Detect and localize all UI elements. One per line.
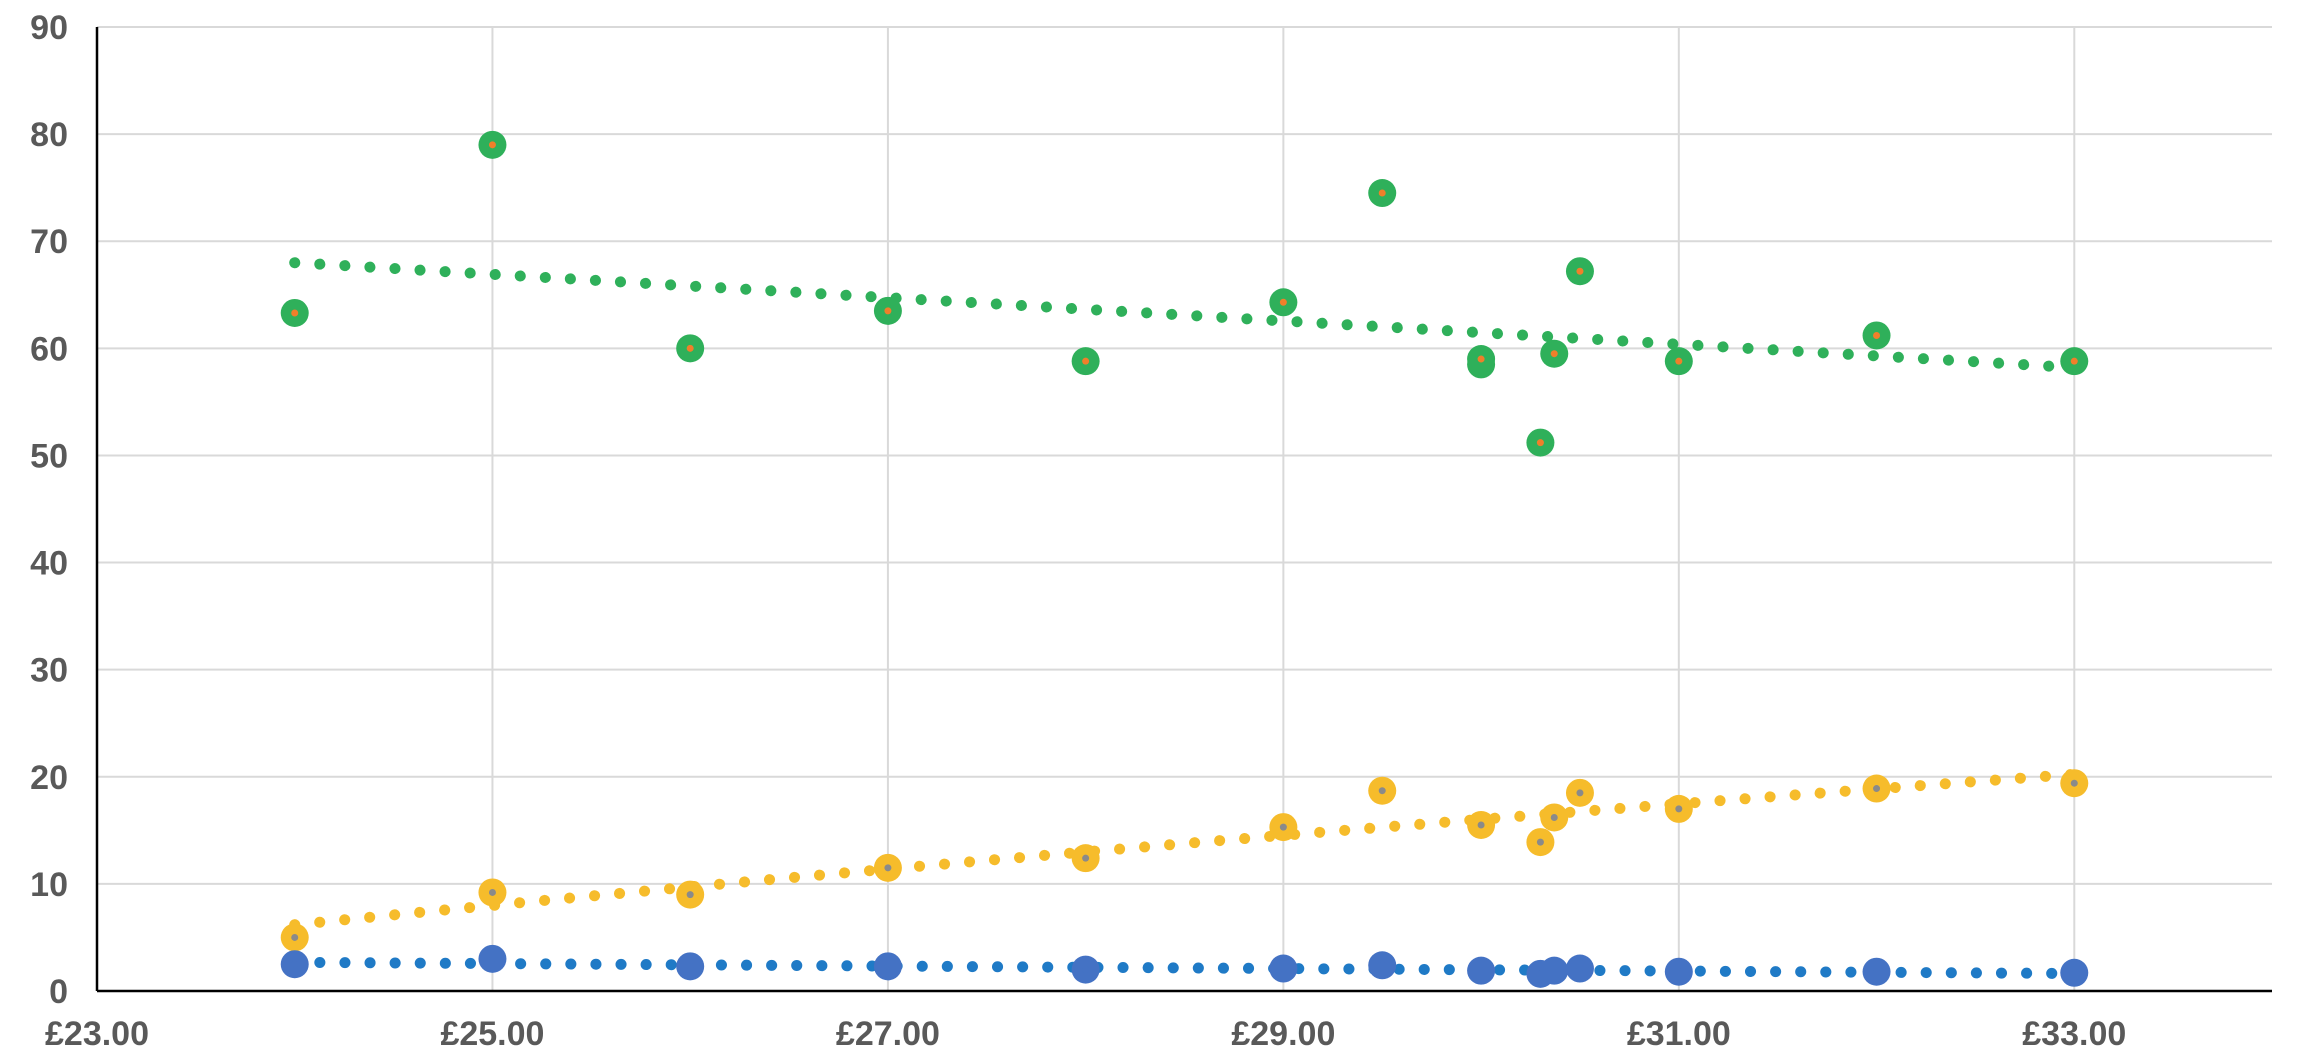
data-point-center — [1576, 789, 1584, 797]
data-point-center — [1675, 357, 1683, 365]
data-point-center — [1082, 854, 1090, 862]
y-tick-label: 50 — [30, 437, 68, 475]
data-point-center — [2070, 357, 2078, 365]
data-points — [280, 130, 2089, 988]
data-point-center — [1576, 267, 1584, 275]
y-tick-label: 20 — [30, 759, 68, 797]
data-point-center — [1550, 350, 1558, 358]
y-tick-label: 60 — [30, 330, 68, 368]
data-point-center — [1576, 965, 1584, 973]
data-point-center — [1536, 439, 1544, 447]
data-point-center — [1873, 331, 1881, 339]
y-tick-label: 30 — [30, 652, 68, 690]
data-point-center — [884, 962, 892, 970]
data-point-center — [686, 962, 694, 970]
data-point-center — [488, 141, 496, 149]
data-point-center — [686, 891, 694, 899]
x-axis-tick-labels: £23.00 £25.00 £27.00 £29.00 £31.00 £33.00 — [45, 1015, 2126, 1053]
data-point-center — [1477, 967, 1485, 975]
data-point-center — [1082, 357, 1090, 365]
data-point-center — [1873, 968, 1881, 976]
y-tick-label: 40 — [30, 545, 68, 583]
data-point-center — [1279, 965, 1287, 973]
x-tick-label: £31.00 — [1627, 1015, 1731, 1053]
data-point-center — [1675, 805, 1683, 813]
x-tick-label: £25.00 — [440, 1015, 544, 1053]
data-point-center — [1279, 823, 1287, 831]
data-point-center — [1550, 967, 1558, 975]
y-tick-label: 0 — [49, 973, 68, 1011]
data-point-center — [1477, 821, 1485, 829]
data-point-center — [2070, 779, 2078, 787]
x-tick-label: £33.00 — [2022, 1015, 2126, 1053]
data-point-center — [1378, 189, 1386, 197]
data-point-center — [1675, 968, 1683, 976]
data-point-center — [1536, 838, 1544, 846]
y-axis-tick-labels: 0 10 20 30 40 50 60 70 80 90 — [30, 9, 68, 1011]
gridlines — [97, 26, 2272, 991]
x-tick-label: £23.00 — [45, 1015, 149, 1053]
axes — [95, 27, 2272, 993]
data-point-center — [686, 344, 694, 352]
trendline — [289, 768, 2080, 931]
y-tick-label: 10 — [30, 866, 68, 904]
data-point-center — [488, 888, 496, 896]
trendlines — [289, 257, 2080, 979]
y-tick-label: 90 — [30, 9, 68, 47]
data-point-center — [291, 309, 299, 317]
y-tick-label: 70 — [30, 223, 68, 261]
trendline — [289, 257, 2080, 374]
data-point-center — [1378, 787, 1386, 795]
y-tick-label: 80 — [30, 116, 68, 154]
data-point-center — [884, 307, 892, 315]
x-tick-label: £29.00 — [1231, 1015, 1335, 1053]
data-point-center — [488, 955, 496, 963]
data-point-center — [291, 960, 299, 968]
data-point-center — [2070, 969, 2078, 977]
trendline — [289, 956, 2080, 979]
data-point-center — [884, 864, 892, 872]
data-point-center — [291, 933, 299, 941]
x-tick-label: £27.00 — [836, 1015, 940, 1053]
data-point-center — [1550, 813, 1558, 821]
data-point-center — [1477, 355, 1485, 363]
data-point-center — [1279, 298, 1287, 306]
data-point-center — [1873, 785, 1881, 793]
data-point-center — [1082, 966, 1090, 974]
data-point-center — [1378, 961, 1386, 969]
